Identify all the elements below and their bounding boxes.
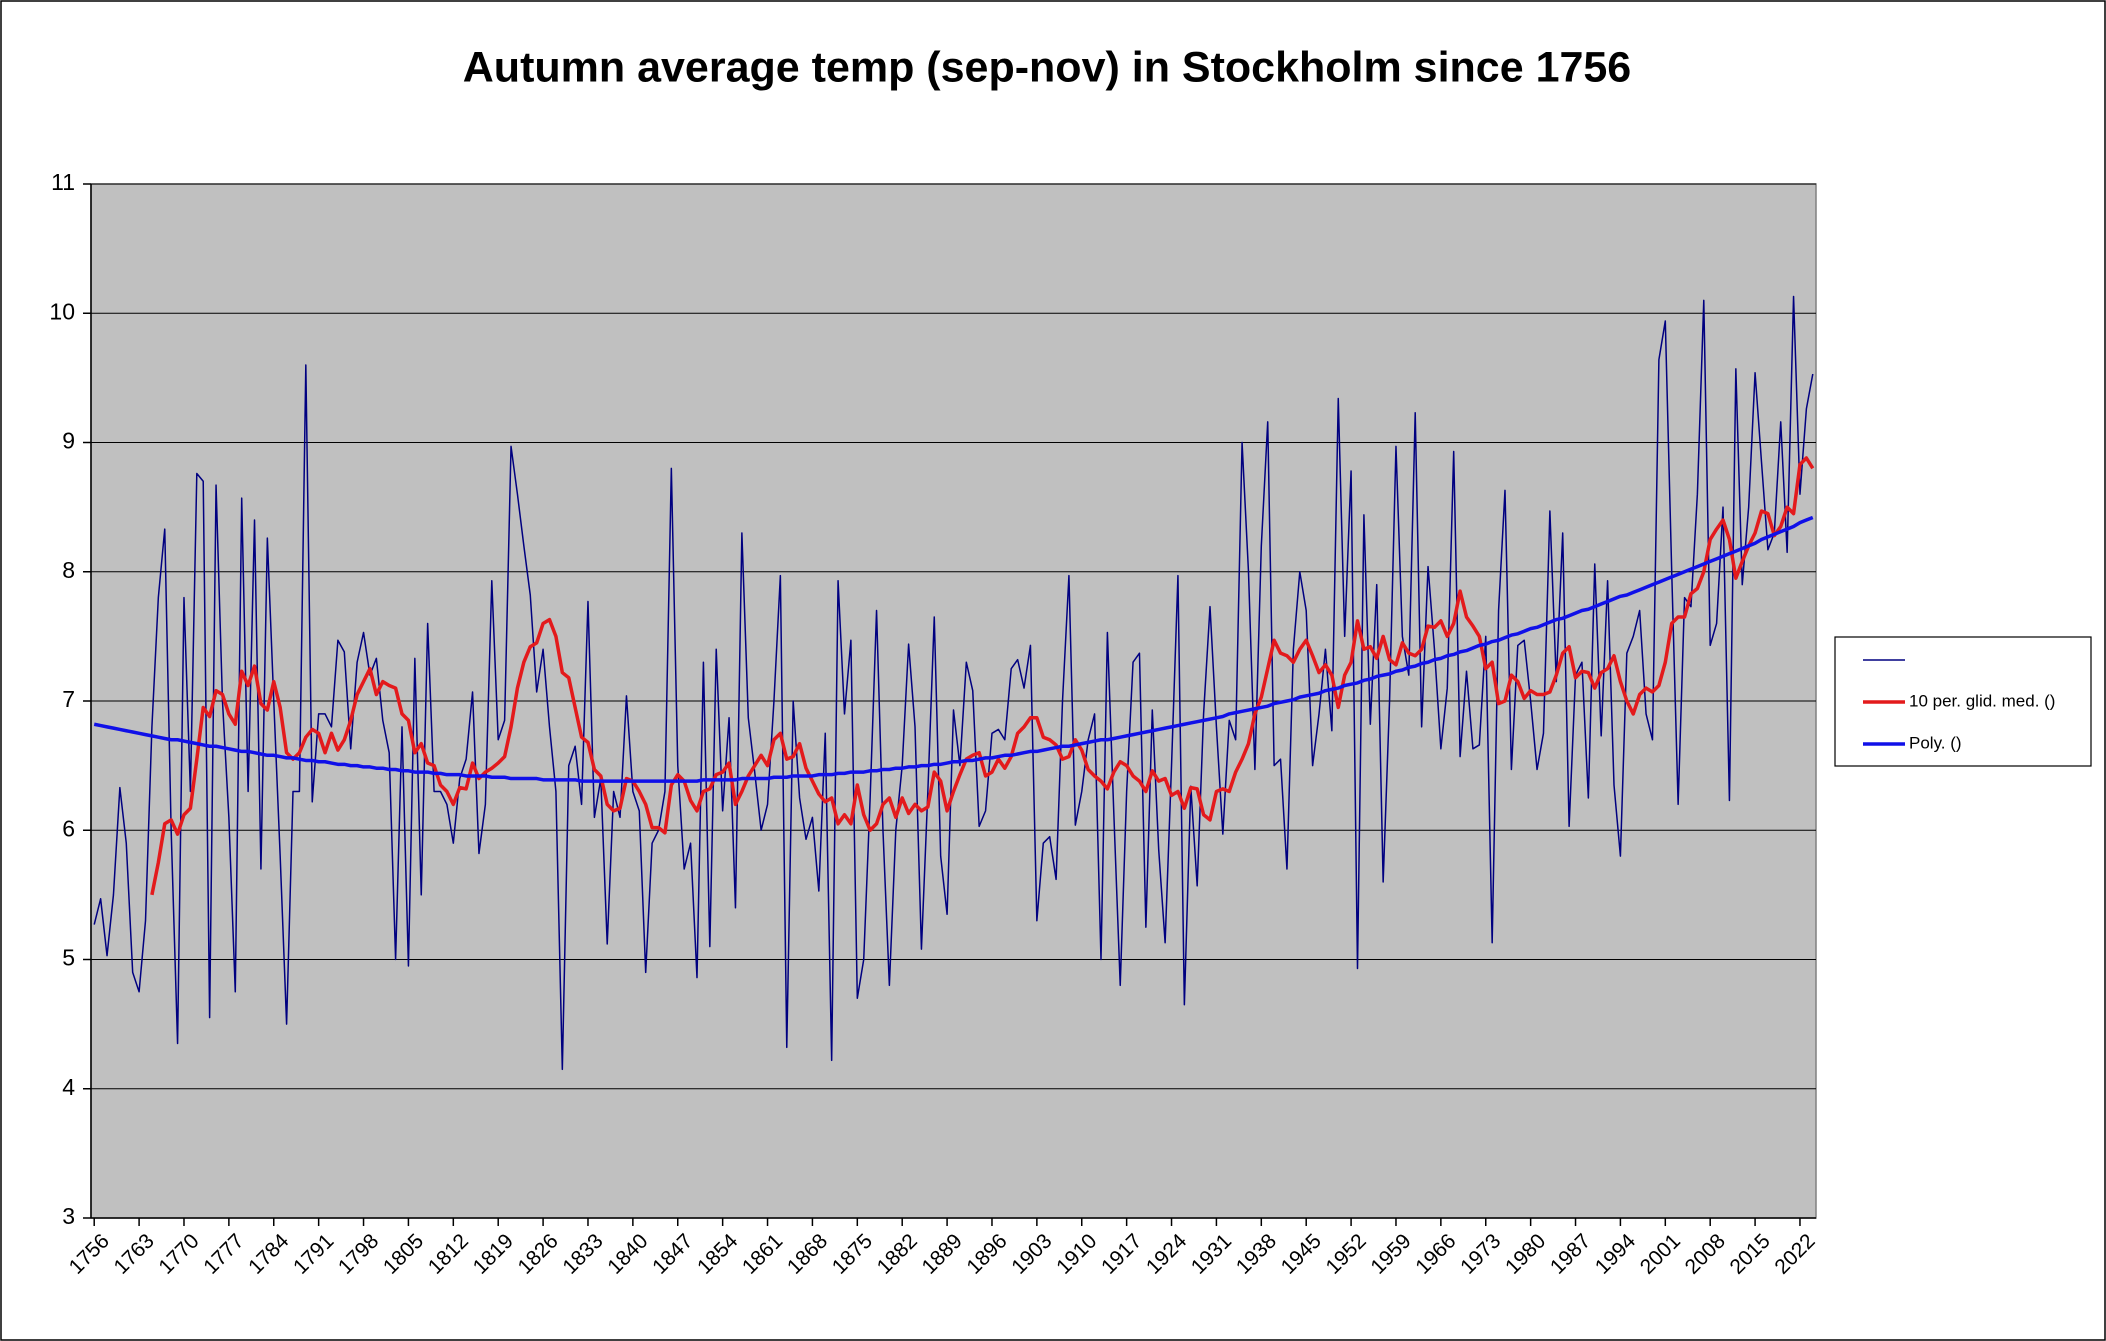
y-tick-label: 8 — [62, 557, 75, 583]
y-tick-label: 3 — [62, 1203, 75, 1229]
y-tick-label: 11 — [51, 169, 75, 195]
y-tick-label: 4 — [62, 1074, 75, 1100]
y-tick-label: 6 — [62, 815, 75, 841]
data-line — [150, 456, 1815, 896]
y-tick-label: 9 — [62, 428, 75, 454]
y-tick-label: 5 — [62, 945, 75, 971]
legend-label: Poly. () — [1909, 733, 1962, 752]
data-line — [93, 295, 1814, 1071]
data-line — [93, 515, 1814, 783]
legend-label: 10 per. glid. med. () — [1909, 691, 2055, 710]
y-tick-label: 7 — [62, 686, 75, 712]
chart-title: Autumn average temp (sep-nov) in Stockho… — [463, 43, 1631, 91]
y-tick-label: 10 — [49, 298, 75, 324]
